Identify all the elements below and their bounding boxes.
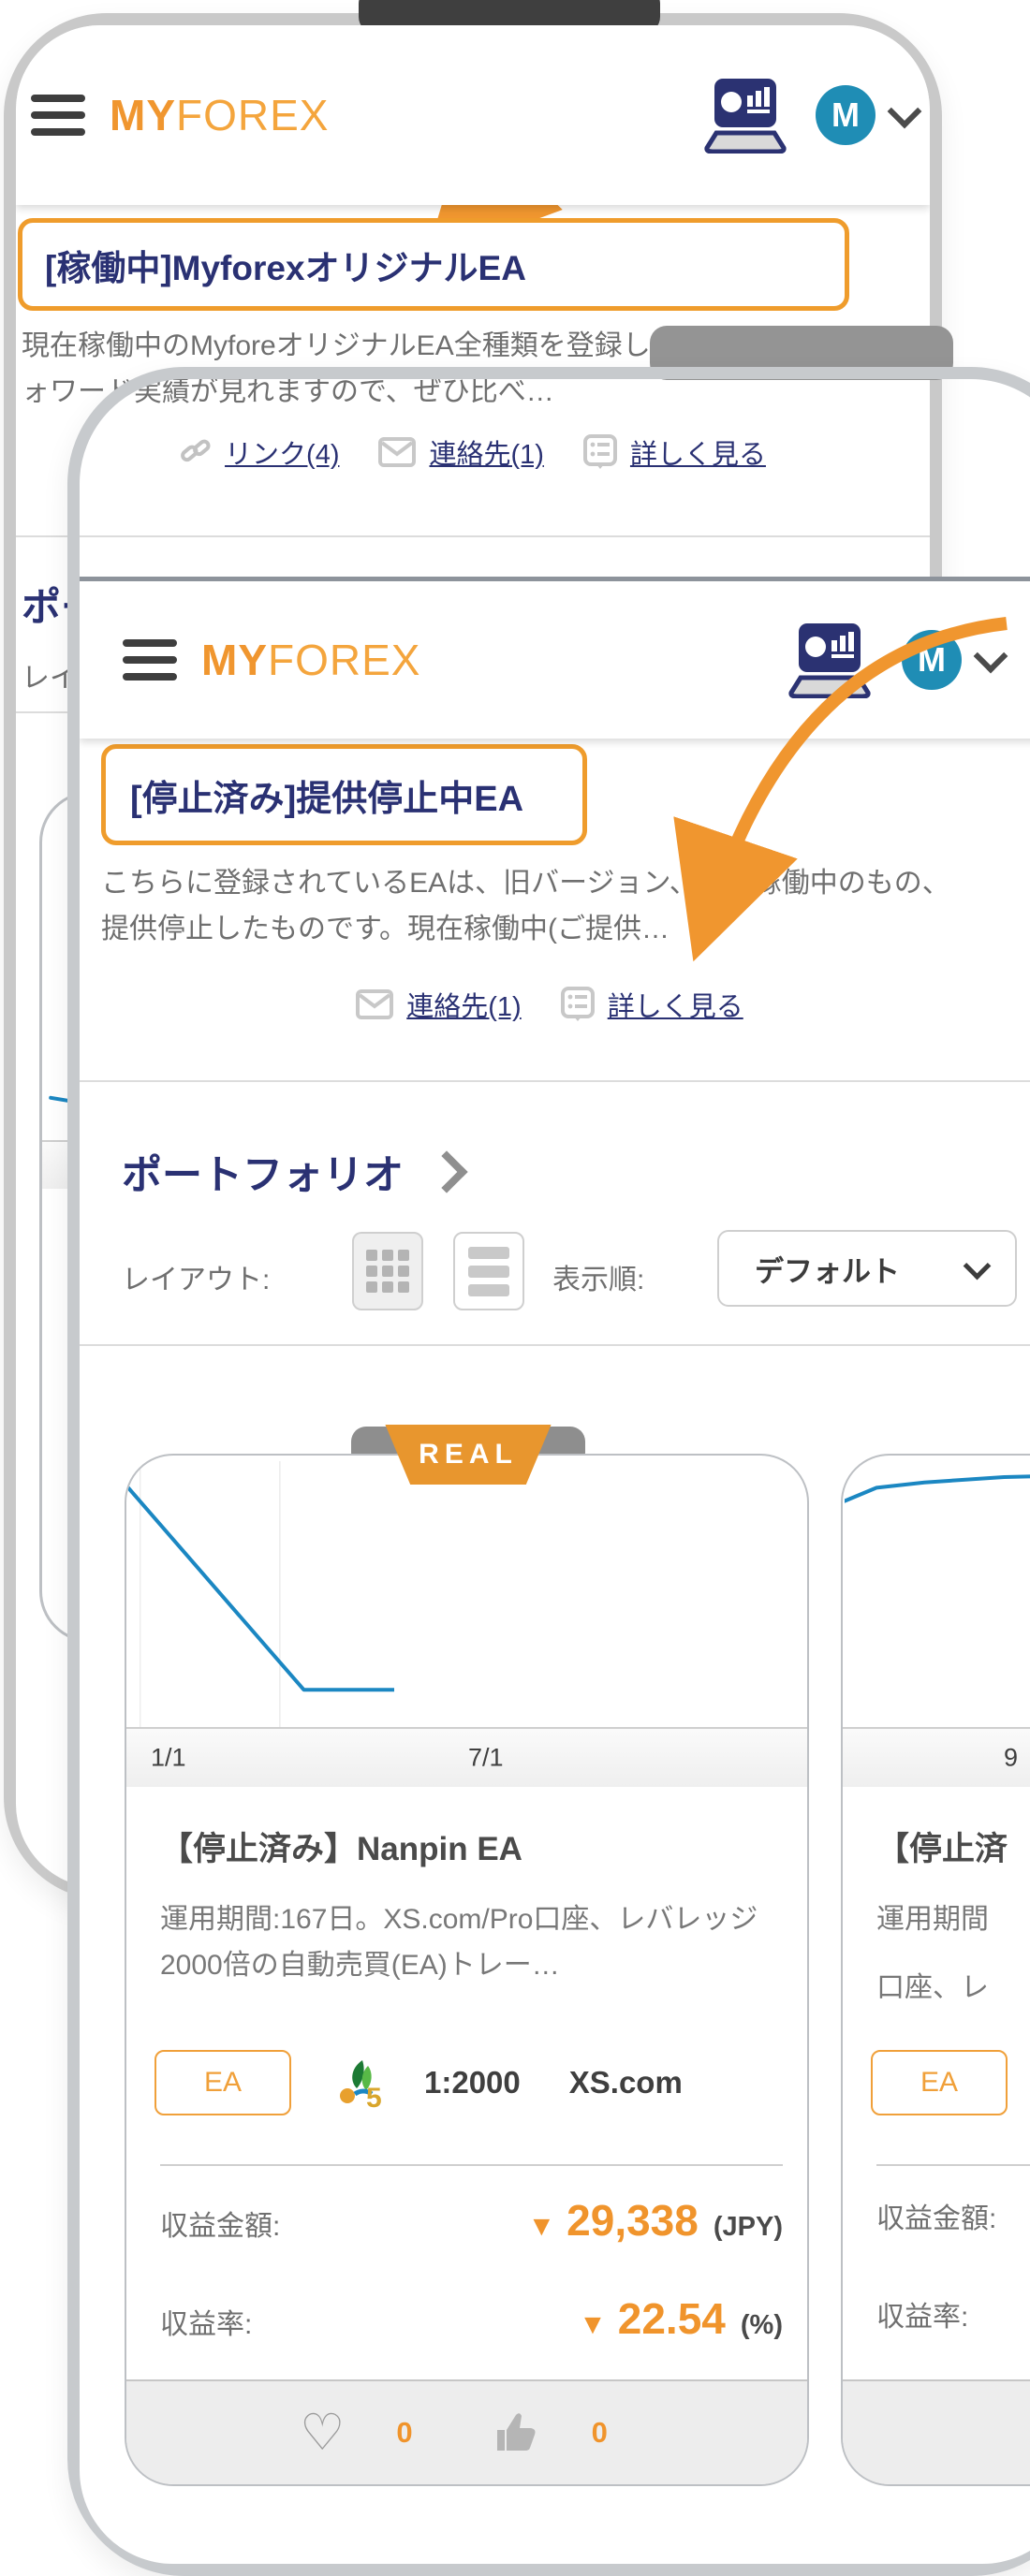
thumbs-up-icon[interactable] — [490, 2408, 540, 2458]
axis-tick: 9 — [1004, 1743, 1019, 1772]
detail-link[interactable]: 詳しく見る — [582, 432, 766, 472]
avatar[interactable]: M — [816, 85, 876, 145]
myforex-logo[interactable]: MYFOREX — [110, 91, 330, 139]
heart-icon[interactable]: ♡ — [300, 2405, 346, 2461]
portfolio-section-title: ポートフォリオ — [122, 1143, 468, 1201]
axis-tick: 1/1 — [151, 1743, 186, 1772]
chart-axis: 1/1 7/1 — [126, 1727, 807, 1787]
page-title-box: [停止済み]提供停止中EA — [101, 744, 587, 845]
card-title: 【停止済み】Nanpin EA — [160, 1831, 522, 1867]
chevron-down-icon[interactable] — [973, 638, 1008, 674]
links-row: リンク(4) 連絡先(1) 詳しく見る — [16, 426, 930, 478]
card-description-line: 口座、レ — [876, 1972, 989, 2003]
card-title: 【停止済 — [876, 1831, 1008, 1867]
card-footer: ♡ 0 0 — [126, 2379, 807, 2484]
ea-badge: EA — [871, 2050, 1008, 2115]
down-triangle-icon: ▼ — [527, 2211, 556, 2242]
card-description: 運用期間:167日。XS.com/Pro口座、レバレッジ2000倍の自動売買(E… — [160, 1904, 758, 1981]
pc-chart-icon[interactable] — [787, 622, 872, 698]
leverage-value: 1:2000 — [424, 2065, 521, 2100]
memo-icon — [560, 987, 595, 1021]
down-triangle-icon: ▼ — [579, 2309, 607, 2340]
profit-rate-unit: (%) — [740, 2310, 783, 2340]
chevron-down-icon — [963, 1251, 992, 1280]
list-icon — [468, 1246, 509, 1296]
app-header: MYFOREX M — [16, 25, 930, 205]
profit-amount-unit: (JPY) — [713, 2212, 783, 2242]
mail-icon — [378, 437, 417, 467]
sort-order-value: デフォルト — [755, 1254, 900, 1288]
ea-badge: EA — [154, 2050, 291, 2115]
profit-rate-label: 収益率: — [160, 2309, 253, 2340]
sort-order-select[interactable]: デフォルト — [717, 1230, 1017, 1307]
card-tags-row: EA — [871, 2047, 1008, 2118]
portfolio-card[interactable]: 1/1 7/1 【停止済み】Nanpin EA 運用期間:167日。XS.com… — [125, 1454, 809, 2486]
page-title-box: [稼働中]MyforexオリジナルEA — [18, 218, 849, 311]
mt5-icon: 5 — [340, 2060, 382, 2109]
real-badge: REAL — [385, 1425, 552, 1485]
svg-text:5: 5 — [366, 2083, 382, 2109]
links-row: 連絡先(1) 詳しく見る — [80, 979, 1020, 1030]
profit-amount-label: 収益金額: — [160, 2211, 281, 2242]
card-description-line: 運用期間 — [876, 1904, 989, 1935]
page-description: こちらに登録されているEAは、旧バージョン、試験稼働中のもの、提供停止したもので… — [101, 868, 950, 945]
layout-label: レイアウト: — [122, 1265, 271, 1295]
profit-amount-value: 29,338 — [566, 2196, 699, 2245]
sort-order-label: 表示順: — [552, 1265, 645, 1295]
pc-chart-icon[interactable] — [703, 77, 787, 154]
contact-link[interactable]: 連絡先(1) — [356, 985, 522, 1024]
layout-list-button[interactable] — [453, 1232, 524, 1310]
thumbs-count: 0 — [591, 2416, 608, 2449]
contact-link[interactable]: 連絡先(1) — [378, 432, 544, 472]
portfolio-card[interactable]: 9 【停止済 運用期間 口座、レ EA 収益金額: 収益率: — [841, 1454, 1030, 2486]
card-tags-row: EA 5 1:2000 XS.com — [154, 2047, 683, 2118]
app-header: MYFOREX M — [80, 581, 1030, 739]
profit-rate-value: 22.54 — [617, 2294, 726, 2343]
chevron-right-icon[interactable] — [425, 1150, 468, 1193]
broker-name: XS.com — [568, 2065, 683, 2100]
like-count: 0 — [396, 2416, 413, 2449]
axis-tick: 7/1 — [468, 1743, 504, 1772]
detail-link[interactable]: 詳しく見る — [560, 985, 743, 1024]
hamburger-menu-icon[interactable] — [31, 95, 85, 136]
grid-icon — [366, 1250, 409, 1293]
performance-chart — [845, 1461, 1030, 1727]
myforex-logo[interactable]: MYFOREX — [201, 636, 421, 684]
avatar[interactable]: M — [902, 630, 962, 690]
memo-icon — [582, 434, 617, 469]
profit-amount-label: 収益金額: — [876, 2203, 997, 2234]
mail-icon — [356, 989, 394, 1019]
card-footer — [843, 2379, 1030, 2484]
chevron-down-icon[interactable] — [887, 94, 922, 129]
performance-chart — [128, 1461, 394, 1727]
layout-grid-button[interactable] — [352, 1232, 423, 1310]
front-screen: MYFOREX M [停止済み]提供停止中EA こちらに登録されているEAは、旧… — [80, 577, 1030, 2564]
chart-axis: 9 — [843, 1727, 1030, 1787]
profit-rate-label: 収益率: — [876, 2302, 969, 2333]
hamburger-menu-icon[interactable] — [123, 639, 177, 681]
